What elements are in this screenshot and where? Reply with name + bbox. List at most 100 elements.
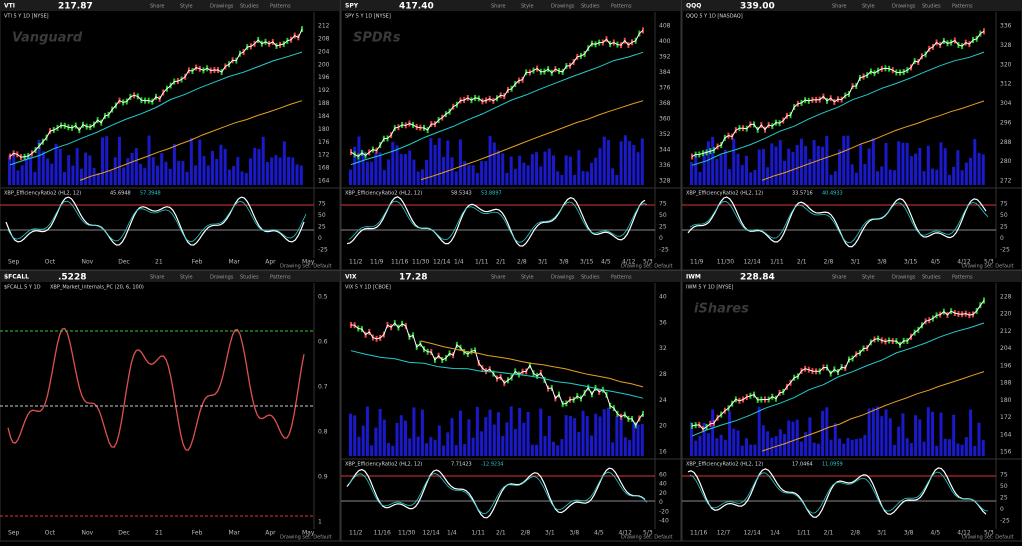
drawing-set: Drawing set: Default xyxy=(280,535,332,541)
study-axis-label: 0 xyxy=(659,235,663,242)
time-axis-label: 11/16 xyxy=(690,530,707,537)
time-axis-label: 1/11 xyxy=(475,259,489,266)
volume-bar xyxy=(543,151,547,185)
volume-bar xyxy=(977,422,981,456)
volume-bar xyxy=(172,144,176,185)
volume-bar xyxy=(736,430,740,456)
volume-bar xyxy=(79,168,83,185)
toolbar-button[interactable]: Studies xyxy=(922,275,941,281)
toolbar-button[interactable]: Drawings xyxy=(892,275,916,281)
volume-bar xyxy=(101,137,105,185)
toolbar-button[interactable]: Drawings xyxy=(210,4,234,10)
volume-bar xyxy=(365,161,369,185)
toolbar-button[interactable]: Share xyxy=(491,4,505,10)
toolbar-button[interactable]: Studies xyxy=(922,4,941,10)
volume-bar xyxy=(378,408,382,456)
price-axis-label: 172 xyxy=(1000,414,1012,421)
volume-bar xyxy=(488,409,492,456)
toolbar-button[interactable]: Patterns xyxy=(952,4,973,10)
toolbar-button[interactable]: Drawings xyxy=(210,275,234,281)
toolbar-button[interactable]: Style xyxy=(862,275,875,281)
volume-bar xyxy=(475,172,479,185)
toolbar-button[interactable]: Studies xyxy=(581,275,600,281)
volume-bar xyxy=(842,443,846,456)
price-axis-label: 164 xyxy=(318,178,330,185)
price-axis-label: 0.9 xyxy=(318,474,328,481)
volume-bar xyxy=(143,168,147,185)
volume-bar xyxy=(278,157,282,185)
drawing-set: Drawing set: Default xyxy=(962,535,1014,541)
price-axis-label: 272 xyxy=(1000,178,1012,185)
volume-bar xyxy=(46,158,50,185)
volume-bar xyxy=(497,412,500,456)
price-axis-label: 28 xyxy=(659,371,667,378)
volume-bar xyxy=(905,142,909,185)
volume-bar xyxy=(719,434,723,456)
volume-bar xyxy=(623,437,627,456)
volume-bar xyxy=(113,157,117,185)
study-value: -12.9234 xyxy=(481,462,503,468)
toolbar-button[interactable]: Style xyxy=(862,4,875,10)
volume-bar xyxy=(585,416,589,456)
price-axis-label: 384 xyxy=(659,69,671,76)
symbol: VTI xyxy=(4,3,15,10)
toolbar-button[interactable]: Drawings xyxy=(551,275,575,281)
toolbar-button[interactable]: Studies xyxy=(581,4,600,10)
volume-bar xyxy=(539,166,543,185)
study-line xyxy=(5,196,305,246)
volume-bar xyxy=(505,172,509,185)
toolbar-button[interactable]: Patterns xyxy=(270,275,291,281)
study-axis-label: 50 xyxy=(1000,212,1008,219)
last-price: 339.00 xyxy=(740,2,775,12)
volume-bar xyxy=(467,419,471,456)
study-line xyxy=(687,196,987,248)
time-axis-label: 3/8 xyxy=(570,530,580,537)
toolbar-button[interactable]: Share xyxy=(832,4,846,10)
toolbar-button[interactable]: Share xyxy=(832,275,846,281)
toolbar-button[interactable]: Patterns xyxy=(952,275,973,281)
toolbar-button[interactable]: Style xyxy=(521,4,534,10)
symbol: QQQ xyxy=(686,3,701,10)
volume-bar xyxy=(543,436,547,456)
volume-bar xyxy=(349,169,352,185)
toolbar-button[interactable]: Drawings xyxy=(551,4,575,10)
volume-bar xyxy=(501,153,505,185)
time-axis-label: 12/14 xyxy=(743,259,760,266)
volume-bar xyxy=(753,444,757,456)
toolbar-button[interactable]: Share xyxy=(491,275,505,281)
toolbar-button[interactable]: Style xyxy=(521,275,534,281)
time-axis-label: 1/4 xyxy=(454,259,464,266)
time-axis-label: 12/7 xyxy=(717,530,731,537)
toolbar-button[interactable]: Studies xyxy=(240,275,259,281)
price-axis-label: 40 xyxy=(659,294,667,301)
volume-bar xyxy=(833,171,837,185)
toolbar-button[interactable]: Style xyxy=(180,275,193,281)
volume-bar xyxy=(370,161,374,185)
toolbar-button[interactable]: Share xyxy=(150,4,164,10)
volume-bar xyxy=(223,148,227,185)
volume-bar xyxy=(551,155,555,185)
volume-bar xyxy=(723,149,727,185)
price-axis-label: 192 xyxy=(318,87,330,94)
toolbar-button[interactable]: Share xyxy=(150,275,164,281)
toolbar-button[interactable]: Drawings xyxy=(892,4,916,10)
volume-bar xyxy=(615,416,619,456)
price-axis-label: 280 xyxy=(1000,158,1012,165)
price-axis-label: 228 xyxy=(1000,294,1012,301)
volume-bar xyxy=(715,158,719,185)
toolbar-button[interactable]: Patterns xyxy=(611,275,632,281)
time-axis-label: 1/11 xyxy=(797,530,811,537)
study-axis-label: 75 xyxy=(318,201,326,208)
volume-bar xyxy=(884,143,888,185)
study-title: XBP_EfficiencyRatio2 (HL2, 12) xyxy=(345,191,422,197)
price-axis-label: 320 xyxy=(1000,61,1012,68)
chart-title: SPY 5 Y 1D [NYSE] xyxy=(345,14,391,20)
toolbar-button[interactable]: Patterns xyxy=(611,4,632,10)
toolbar-button[interactable]: Studies xyxy=(240,4,259,10)
volume-bar xyxy=(757,149,761,185)
toolbar-button[interactable]: Patterns xyxy=(270,4,291,10)
toolbar-button[interactable]: Style xyxy=(180,4,193,10)
volume-bar xyxy=(299,165,303,185)
volume-bar xyxy=(611,168,615,185)
study-value: 33.5716 xyxy=(792,191,813,197)
